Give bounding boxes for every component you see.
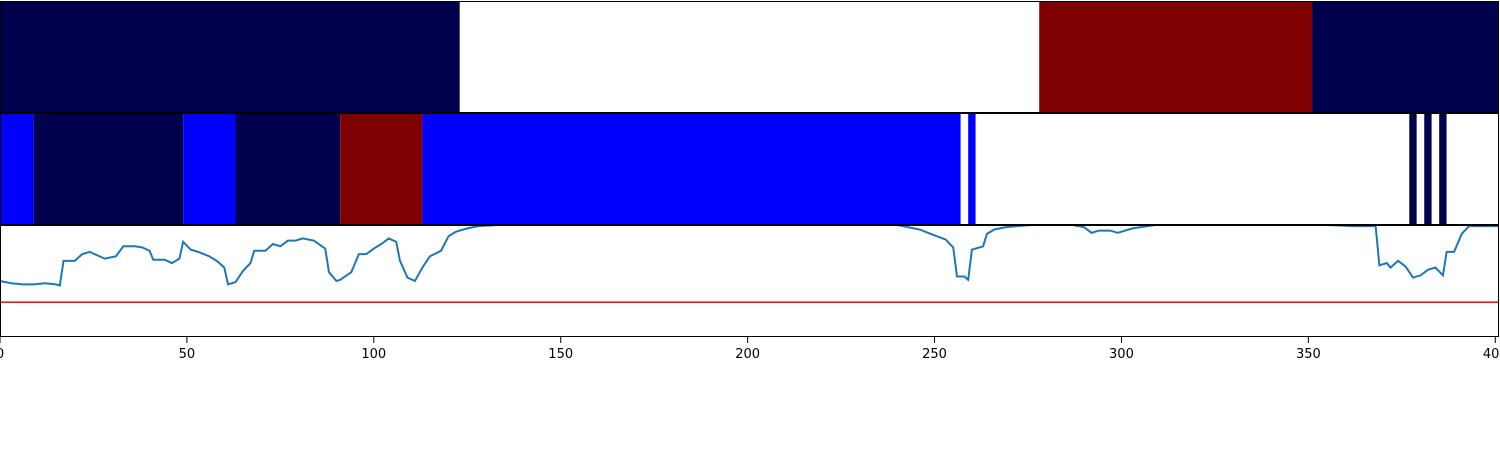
x-tick-label-300: 300 <box>1109 347 1134 362</box>
x-tick-label-400: 400 <box>1483 347 1500 362</box>
band-1-segment-3 <box>235 113 341 225</box>
band-1-segment-6 <box>960 113 969 225</box>
band-0-segment-1 <box>459 1 1040 113</box>
band-1-segment-7 <box>968 113 976 225</box>
band-1-segment-12 <box>1431 113 1440 225</box>
x-axis: 0 50 100 150 200 250 300 350 400 <box>0 337 1500 362</box>
band-1-segment-10 <box>1416 113 1425 225</box>
signal-line <box>0 224 1499 287</box>
panel-frames <box>0 1 1499 337</box>
band-0-segment-2 <box>1039 1 1313 113</box>
x-tick-label-100: 100 <box>361 347 386 362</box>
band-1-segment-11 <box>1424 113 1432 225</box>
band-1-segment-5 <box>422 113 961 225</box>
x-tick-label-200: 200 <box>735 347 760 362</box>
middle-band-frame <box>0 113 1499 225</box>
x-tick-label-50: 50 <box>179 347 196 362</box>
band-0-segment-0 <box>0 1 460 113</box>
band-1-segment-2 <box>183 113 236 225</box>
band-1-segment-14 <box>1446 113 1499 225</box>
x-tick-label-250: 250 <box>922 347 947 362</box>
signal-frame <box>0 225 1499 337</box>
signal-panel <box>0 224 1499 304</box>
top-segment-band <box>0 1 1499 113</box>
top-band-frame <box>0 1 1499 113</box>
band-1-segment-9 <box>1409 113 1417 225</box>
band-1-segment-13 <box>1439 113 1447 225</box>
band-1-segment-1 <box>33 113 184 225</box>
band-1-segment-8 <box>975 113 1410 225</box>
x-tick-label-350: 350 <box>1296 347 1321 362</box>
middle-segment-band <box>0 113 1499 225</box>
x-tick-label-0: 0 <box>0 347 4 362</box>
band-1-segment-0 <box>0 113 34 225</box>
x-tick-label-150: 150 <box>548 347 573 362</box>
band-0-segment-3 <box>1312 1 1499 113</box>
band-1-segment-4 <box>340 113 423 225</box>
